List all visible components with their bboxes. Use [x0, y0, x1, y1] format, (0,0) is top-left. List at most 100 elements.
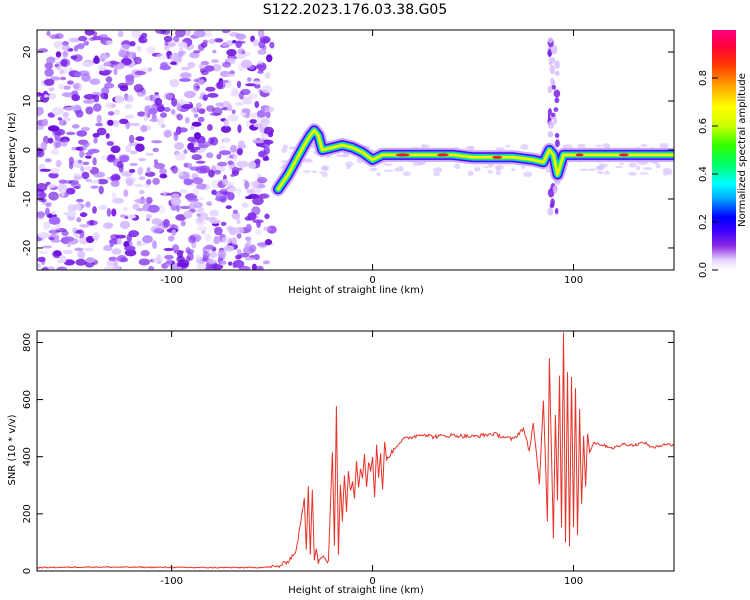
noise-blob — [124, 103, 133, 110]
noise-blob — [77, 159, 83, 164]
noise-blob — [66, 243, 72, 248]
noise-blob — [211, 64, 222, 72]
noise-blob — [119, 118, 129, 125]
noise-blob — [37, 147, 43, 156]
noise-blob — [206, 201, 213, 206]
noise-blob — [185, 247, 191, 254]
noise-blob — [125, 145, 132, 153]
colorbar-gradient — [712, 30, 736, 270]
noise-blob — [176, 103, 182, 111]
noise-blob — [67, 204, 77, 213]
noise-blob — [57, 117, 62, 121]
noise-blob — [62, 236, 75, 243]
noise-blob — [55, 141, 62, 149]
noise-blob — [220, 260, 227, 265]
noise-blob — [107, 119, 114, 126]
noise-blob — [198, 108, 206, 114]
noise-blob — [60, 188, 65, 197]
noise-blob — [98, 204, 108, 211]
noise-blob — [252, 80, 262, 85]
noise-blob — [85, 152, 94, 156]
noise-blob — [214, 38, 224, 43]
noise-blob — [195, 160, 206, 164]
noise-blob — [92, 31, 98, 37]
noise-blob — [111, 208, 117, 217]
noise-blob — [137, 166, 144, 176]
noise-blob — [145, 196, 153, 204]
noise-blob — [148, 265, 155, 270]
noise-blob — [237, 124, 242, 134]
snr-ytick-label: 800 — [22, 333, 33, 352]
noise-blob — [206, 152, 214, 159]
noise-blob — [81, 61, 93, 68]
noise-blob — [62, 65, 68, 74]
noise-blob — [198, 142, 205, 148]
noise-blob — [221, 30, 231, 34]
noise-blob — [241, 59, 252, 69]
disturbance-blob — [554, 70, 560, 76]
noise-blob — [37, 92, 43, 97]
noise-blob — [232, 259, 245, 268]
noise-blob — [196, 183, 207, 190]
noise-blob — [185, 256, 191, 262]
noise-blob — [233, 152, 238, 162]
noise-blob — [183, 30, 191, 37]
noise-blob — [143, 112, 148, 122]
disturbance-blob — [554, 60, 560, 69]
noise-blob — [37, 143, 42, 147]
noise-blob — [79, 224, 90, 228]
noise-blob — [83, 94, 96, 100]
noise-blob — [90, 180, 100, 184]
noise-blob — [218, 145, 226, 150]
noise-blob — [198, 79, 205, 85]
noise-blob — [163, 107, 171, 112]
snr-xtick-label: 100 — [564, 576, 583, 587]
noise-blob — [62, 85, 72, 90]
noise-blob — [244, 257, 255, 261]
noise-blob — [134, 70, 146, 76]
noise-blob — [244, 195, 254, 200]
noise-blob — [78, 35, 88, 42]
noise-blob — [39, 168, 51, 172]
noise-blob — [137, 111, 146, 117]
noise-blob — [76, 198, 84, 203]
noise-blob — [73, 175, 83, 180]
noise-blob — [85, 106, 94, 115]
snr-series-line — [37, 332, 674, 569]
noise-blob — [191, 154, 203, 161]
noise-blob — [198, 197, 205, 201]
disturbance-blob — [553, 89, 561, 98]
noise-blob — [232, 40, 237, 44]
spectrogram-ytick-label: -20 — [22, 240, 33, 256]
spectrogram-xlabel: Height of straight line (km) — [288, 285, 424, 296]
noise-blob — [193, 82, 200, 92]
colorbar-tick-label: 0.8 — [698, 70, 709, 86]
disturbance-blob — [547, 37, 554, 44]
noise-blob — [137, 243, 148, 247]
halo-blob — [605, 145, 611, 149]
noise-blob — [93, 103, 102, 112]
noise-blob — [79, 149, 85, 158]
disturbance-blob — [555, 139, 560, 148]
noise-blob — [178, 172, 184, 177]
noise-blob — [106, 260, 116, 267]
noise-blob — [220, 221, 227, 226]
noise-blob — [221, 236, 232, 244]
noise-blob — [75, 258, 87, 266]
spectrogram-ytick-label: 0 — [22, 147, 33, 153]
noise-blob — [159, 173, 168, 179]
noise-blob — [115, 234, 126, 239]
noise-blob — [111, 248, 122, 255]
noise-blob — [261, 85, 273, 94]
noise-blob — [153, 228, 163, 234]
halo-blob — [383, 163, 393, 167]
noise-blob — [187, 197, 199, 203]
noise-blob — [45, 202, 52, 208]
noise-blob — [82, 161, 90, 166]
noise-blob — [116, 238, 122, 245]
noise-blob — [81, 171, 90, 180]
noise-blob — [43, 78, 55, 86]
noise-blob — [207, 93, 219, 98]
noise-blob — [190, 201, 197, 206]
noise-blob — [128, 230, 139, 238]
